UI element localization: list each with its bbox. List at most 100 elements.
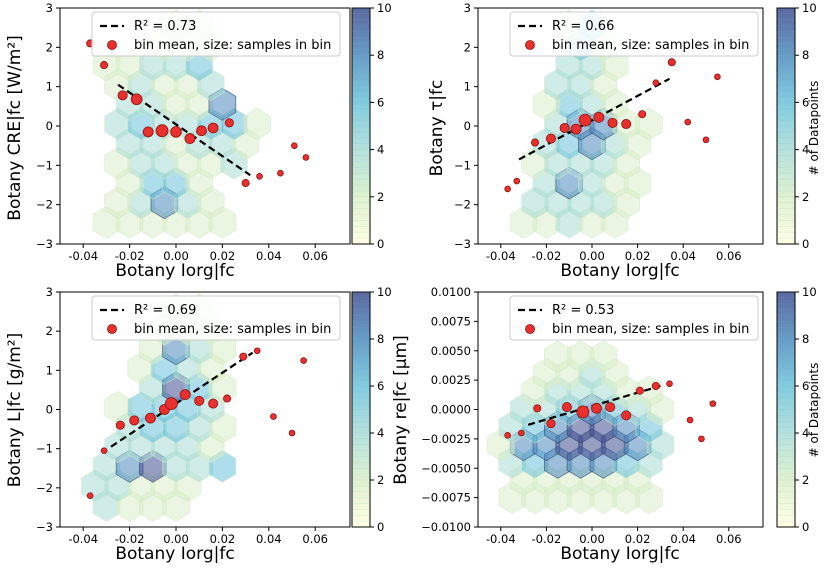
hex-bin [589, 340, 618, 374]
x-tick-label: 0.04 [256, 532, 282, 546]
bin-mean-marker [635, 386, 644, 395]
colorbar-tick-label: 4 [802, 426, 809, 440]
fit-line [518, 77, 671, 161]
bin-mean-marker [208, 398, 219, 409]
bin-mean-marker [241, 179, 250, 188]
y-axis-label: Botany re|fc [μm] [391, 335, 411, 485]
bin-mean-marker [518, 429, 525, 437]
x-tick-label: -0.02 [115, 532, 145, 546]
panel-re: -0.04 -0.02 0.00 0.02 0.04 0.06 −0.0100 −0.0075… [391, 285, 821, 564]
colorbar-gradient [351, 291, 371, 528]
colorbar-tick-label: 4 [377, 426, 384, 440]
bin-mean-marker [591, 402, 602, 414]
bin-mean-marker [504, 432, 511, 439]
colorbar-tick-label: 8 [802, 332, 809, 346]
x-axis-label: Botany Iorg|fc [115, 544, 234, 564]
bin-mean-marker [288, 429, 296, 437]
bin-mean-marker [194, 395, 205, 406]
bin-mean-marker [621, 410, 632, 421]
bin-mean-marker [513, 177, 521, 185]
bin-mean-marker [291, 142, 298, 149]
colorbar-tick-label: 2 [802, 473, 809, 487]
bin-mean-marker [578, 113, 592, 127]
bin-mean-marker [709, 400, 717, 407]
legend-marker-label: bin mean, size: samples in bin [552, 38, 749, 53]
y-tick-label: −3 [36, 520, 53, 534]
y-tick-label: −0.0075 [421, 491, 471, 505]
colorbar-tick-label: 2 [377, 473, 384, 487]
x-tick-label: -0.04 [68, 532, 98, 546]
y-tick-label: 0.0000 [431, 403, 471, 417]
x-tick-label: 0.06 [716, 249, 742, 263]
x-tick-label: 0.04 [670, 249, 696, 263]
legend-box [509, 11, 759, 57]
x-tick-label: -0.04 [486, 532, 516, 546]
colorbar-gradient [776, 7, 796, 245]
bin-mean-marker [576, 405, 590, 419]
bin-mean-marker [684, 118, 692, 126]
hex-bin [243, 107, 272, 141]
y-tick-label: 0.0075 [431, 314, 471, 328]
y-tick-label: 1 [464, 80, 471, 94]
y-axis-label: Botany τ|fc [427, 80, 447, 177]
bin-mean-marker [184, 133, 196, 144]
bin-mean-marker [196, 125, 207, 137]
colorbar-tick-label: 4 [802, 143, 809, 157]
panel-lwp: -0.04 -0.02 0.00 0.02 0.04 0.06 −3 −2 −1 0 1 2 3 Bota… [5, 285, 392, 564]
legend-marker-swatch [525, 324, 535, 334]
legend-box [509, 295, 759, 341]
bin-mean-marker [651, 381, 660, 391]
bin-mean-marker [130, 93, 143, 106]
bin-mean-marker [270, 413, 277, 420]
colorbar-tick-label: 10 [802, 1, 817, 15]
y-tick-label: 0 [464, 119, 471, 133]
x-tick-label: -0.04 [68, 249, 98, 263]
bin-mean-marker [179, 389, 191, 401]
colorbar-tick-label: 6 [802, 379, 809, 393]
legend-marker-swatch [525, 40, 535, 50]
x-tick-label: 0.00 [579, 532, 605, 546]
y-tick-label: −3 [36, 237, 53, 251]
y-tick-label: −0.0025 [421, 432, 471, 446]
colorbar-label: # of Datapoints [807, 363, 821, 458]
colorbar-tick-label: 0 [377, 520, 384, 534]
bin-mean-marker [100, 61, 109, 70]
bin-mean-marker [100, 447, 108, 454]
bin-mean-marker [559, 122, 570, 133]
x-tick-label: -0.02 [532, 249, 562, 263]
bin-mean-marker [667, 58, 676, 67]
colorbar-tick-label: 6 [802, 95, 809, 109]
bin-mean-marker [86, 492, 94, 499]
colorbar: 0 2 4 6 8 10 # of Datapoints [776, 285, 821, 534]
y-tick-label: 1 [46, 80, 53, 94]
colorbar-tick-label: 6 [377, 379, 384, 393]
colorbar-tick-label: 0 [802, 237, 809, 251]
bin-mean-marker [504, 185, 511, 193]
fit-line [110, 351, 254, 448]
colorbar: 0 2 4 6 8 10 [351, 1, 392, 251]
x-tick-label: 0.06 [302, 249, 328, 263]
bin-mean-marker [652, 79, 660, 87]
legend-box [91, 11, 341, 57]
y-tick-label: 3 [46, 1, 53, 15]
colorbar-tick-label: 8 [377, 332, 384, 346]
x-tick-label: -0.04 [486, 249, 516, 263]
y-axis-label: Botany CRE|fc [W/m²] [5, 35, 25, 220]
y-tick-label: 0 [46, 403, 53, 417]
colorbar-tick-label: 10 [377, 1, 392, 15]
bin-mean-marker [170, 126, 182, 138]
colorbar-tick-label: 0 [802, 520, 809, 534]
colorbar-tick-label: 10 [802, 285, 817, 299]
y-tick-label: −1 [36, 442, 53, 456]
legend-box [91, 295, 341, 341]
y-tick-label: −2 [36, 481, 53, 495]
x-tick-label: 0.00 [163, 249, 189, 263]
bin-mean-marker [621, 119, 632, 130]
y-tick-label: −0.0050 [421, 461, 471, 475]
bin-mean-marker [145, 412, 156, 424]
bin-mean-marker [253, 347, 261, 355]
colorbar-label: # of Datapoints [807, 81, 821, 176]
bin-mean-marker [546, 419, 556, 429]
colorbar-tick-label: 8 [377, 48, 384, 62]
panel-cre: -0.04 -0.02 0.00 0.02 0.04 0.06 −3 −2 −1 0 1 2 3 Bota… [5, 1, 392, 281]
